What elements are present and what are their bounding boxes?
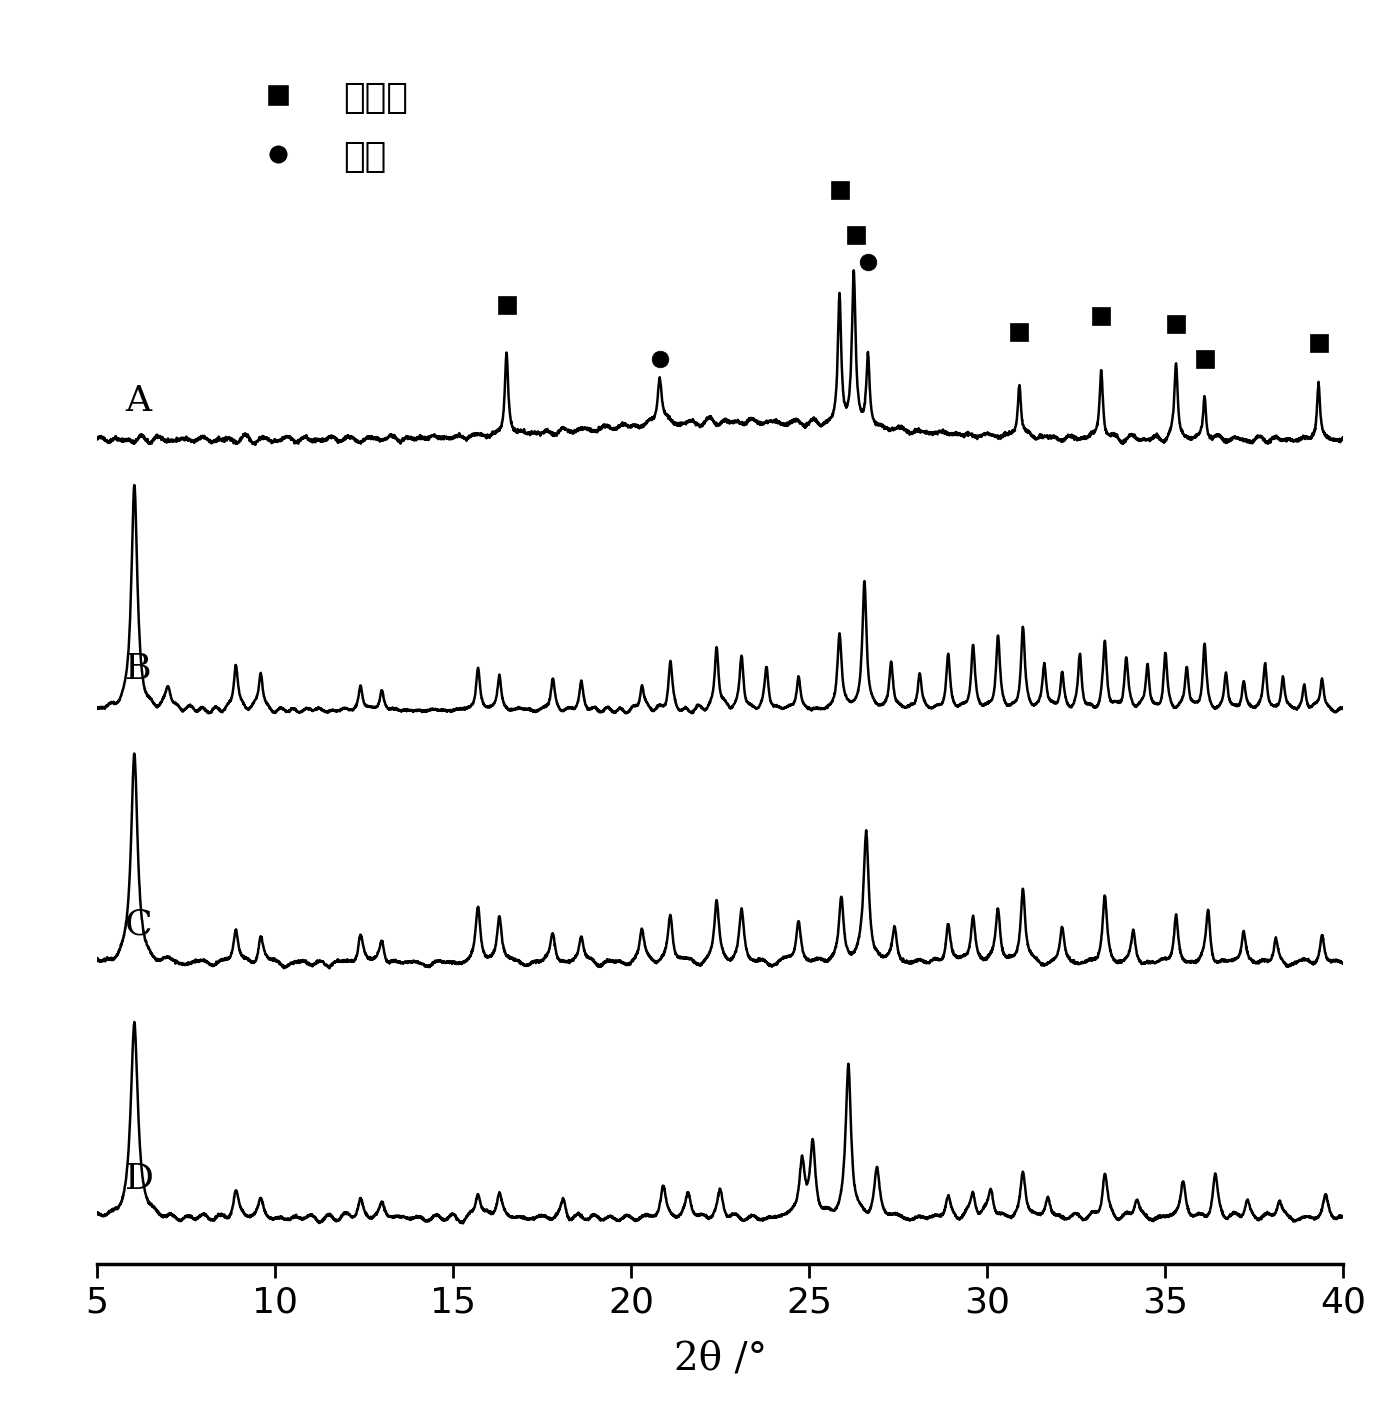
Legend: 莫来石, 石英: 莫来石, 石英 [227,66,422,188]
Text: D: D [126,1163,155,1196]
Text: C: C [126,907,154,942]
Text: B: B [126,653,152,687]
Text: A: A [126,383,151,418]
X-axis label: 2θ /°: 2θ /° [673,1341,767,1377]
